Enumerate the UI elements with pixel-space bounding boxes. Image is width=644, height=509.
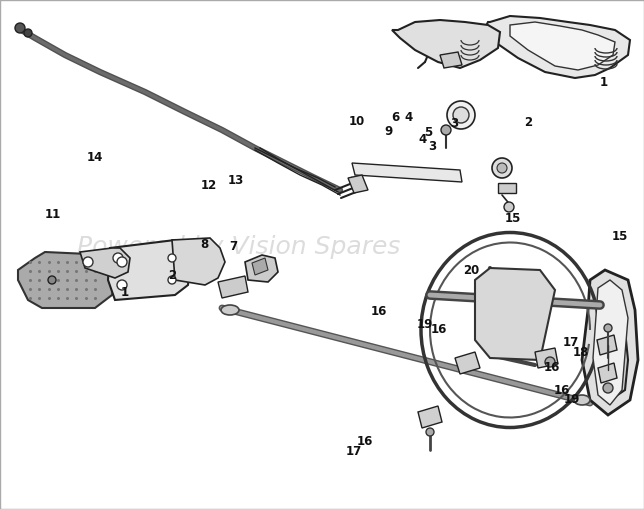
Polygon shape [510, 22, 615, 70]
Polygon shape [475, 268, 555, 360]
Bar [498, 183, 516, 193]
Text: 4: 4 [404, 110, 412, 124]
Circle shape [117, 257, 127, 267]
Polygon shape [535, 348, 558, 368]
Circle shape [545, 357, 555, 367]
Text: 1: 1 [600, 76, 608, 89]
Circle shape [604, 324, 612, 332]
Text: 4: 4 [419, 133, 426, 147]
Text: 3: 3 [428, 140, 436, 153]
Circle shape [497, 163, 507, 173]
Circle shape [426, 428, 434, 436]
Circle shape [603, 383, 613, 393]
Text: 6: 6 [392, 110, 399, 124]
Text: 9: 9 [384, 125, 392, 138]
Polygon shape [418, 406, 442, 428]
Polygon shape [352, 163, 462, 182]
Text: 8: 8 [201, 238, 209, 251]
Polygon shape [597, 335, 617, 355]
Text: 19: 19 [564, 393, 580, 406]
Text: 11: 11 [44, 208, 61, 221]
Circle shape [492, 158, 512, 178]
Text: 19: 19 [417, 318, 433, 331]
Text: 1: 1 [120, 286, 128, 299]
Circle shape [453, 107, 469, 123]
Polygon shape [172, 238, 225, 285]
Text: 16: 16 [554, 384, 571, 398]
Polygon shape [593, 280, 628, 405]
Ellipse shape [574, 395, 590, 405]
Text: 17: 17 [563, 335, 580, 349]
Text: 12: 12 [201, 179, 218, 192]
Text: 16: 16 [544, 361, 560, 374]
Circle shape [441, 125, 451, 135]
Polygon shape [455, 352, 480, 374]
Polygon shape [598, 290, 628, 400]
Circle shape [168, 276, 176, 284]
Polygon shape [582, 270, 638, 415]
Text: 16: 16 [370, 305, 387, 318]
Ellipse shape [221, 305, 239, 315]
Circle shape [113, 253, 123, 263]
Polygon shape [483, 16, 630, 78]
Text: 15: 15 [612, 230, 629, 243]
Text: 2: 2 [169, 269, 176, 282]
Polygon shape [392, 20, 500, 68]
Circle shape [48, 276, 56, 284]
Text: 17: 17 [345, 445, 362, 459]
Polygon shape [80, 248, 130, 278]
Circle shape [504, 202, 514, 212]
Polygon shape [245, 255, 278, 282]
Polygon shape [440, 52, 462, 68]
Text: 13: 13 [227, 174, 244, 187]
Polygon shape [598, 363, 617, 383]
Text: Powered by Vision Spares: Powered by Vision Spares [77, 235, 400, 259]
Circle shape [24, 29, 32, 37]
Circle shape [447, 101, 475, 129]
Polygon shape [218, 276, 248, 298]
Text: 18: 18 [573, 346, 589, 359]
Text: 5: 5 [424, 126, 432, 139]
Text: 2: 2 [524, 116, 532, 129]
Text: 20: 20 [463, 264, 480, 277]
Polygon shape [252, 258, 268, 275]
Text: 3: 3 [450, 117, 458, 130]
Polygon shape [18, 252, 118, 308]
Polygon shape [108, 240, 190, 300]
Circle shape [15, 23, 25, 33]
Circle shape [117, 280, 127, 290]
Circle shape [168, 254, 176, 262]
Text: 14: 14 [87, 151, 104, 164]
Text: 15: 15 [505, 212, 522, 225]
Circle shape [83, 257, 93, 267]
Text: 7: 7 [229, 240, 237, 253]
Polygon shape [348, 175, 368, 193]
Text: 16: 16 [431, 323, 448, 336]
Text: 16: 16 [357, 435, 374, 448]
Text: 10: 10 [348, 115, 365, 128]
